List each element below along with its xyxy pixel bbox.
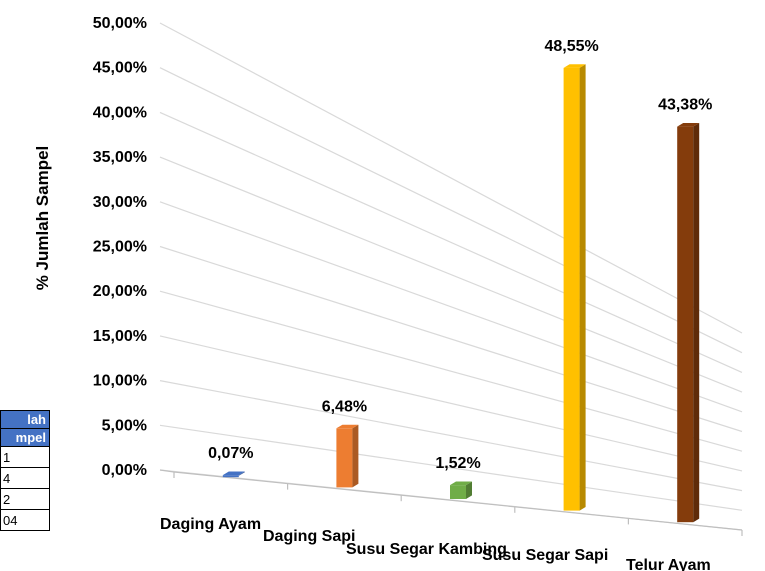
x-axis-line [159,469,175,473]
side-table-cell: 1 [0,446,50,468]
data-labels: 0,07% 6,48% 1,52% 48,55% 43,38% [208,38,712,472]
x-axis-line [173,471,743,531]
side-table-header-2: mpel [0,428,50,447]
data-label: 48,55% [544,38,598,55]
bar [677,123,700,523]
gridlines [159,22,743,531]
bar [450,481,472,499]
category-label: Susu Segar Kambing [346,541,507,558]
category-label: Daging Ayam [160,516,261,533]
y-tick-label: 0,00% [102,462,147,479]
gridline [159,22,743,334]
bar [563,64,586,511]
y-tick-label: 40,00% [93,104,147,121]
side-table-cell: 04 [0,509,50,531]
data-label: 6,48% [322,398,367,415]
gridline [159,111,743,373]
y-tick-label: 15,00% [93,328,147,345]
gridline [159,335,743,472]
gridline [159,424,743,511]
category-label: Daging Sapi [263,528,355,545]
category-label: Susu Segar Sapi [482,547,608,564]
side-table-cell: 2 [0,488,50,510]
gridline [159,201,743,413]
bar [222,471,245,478]
gridline [159,67,743,354]
bars [222,64,700,523]
y-axis-label: % Jumlah Sampel [33,146,52,291]
y-tick-label: 45,00% [93,60,147,77]
y-tick-label: 30,00% [93,194,147,211]
data-label: 1,52% [435,455,480,472]
data-label: 43,38% [658,97,712,114]
side-table: lah mpel 1 4 2 04 [0,410,50,531]
gridline [159,380,743,492]
side-table-header-1: lah [0,410,50,429]
y-tick-label: 25,00% [93,239,147,256]
y-tick-label: 20,00% [93,283,147,300]
y-tick-labels: 0,00% 5,00% 10,00% 15,00% 20,00% 25,00% 30,00%… [93,15,147,479]
gridline [159,156,743,393]
side-table-cell: 4 [0,467,50,489]
y-tick-label: 50,00% [93,15,147,32]
gridline [159,245,743,433]
data-label: 0,07% [208,445,253,462]
category-label: Telur Ayam [626,557,711,571]
y-tick-label: 10,00% [93,373,147,390]
bar [336,424,359,488]
gridline [159,290,743,452]
y-tick-label: 5,00% [102,417,147,434]
axis-lines [159,469,743,536]
y-tick-label: 35,00% [93,149,147,166]
